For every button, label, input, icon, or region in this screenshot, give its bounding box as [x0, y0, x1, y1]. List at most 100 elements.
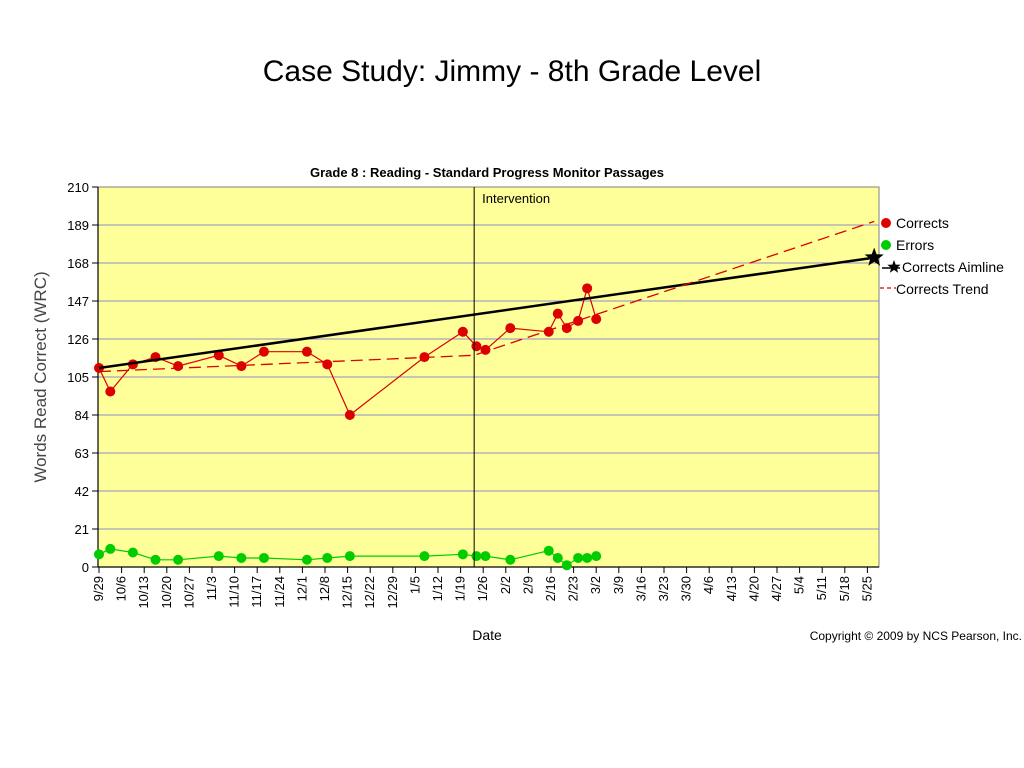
chart-title: Grade 8 : Reading - Standard Progress Mo…	[310, 165, 664, 180]
series-line-errors	[98, 548, 597, 566]
grid-lines	[98, 224, 879, 530]
annotation-layer: Intervention	[473, 187, 550, 567]
legend-label: Corrects Aimline	[902, 259, 1004, 275]
series-layer	[94, 220, 884, 571]
copyright-text: Copyright © 2009 by NCS Pearson, Inc.	[810, 629, 1022, 643]
y-axis-label: Words Read Correct (WRC)	[31, 271, 50, 482]
x-tick-label: 11/24	[272, 576, 287, 608]
data-point-errors	[471, 551, 482, 562]
x-tick-label: 2/16	[543, 576, 558, 601]
x-tick-label: 5/4	[792, 576, 807, 594]
data-point-corrects	[105, 386, 116, 397]
y-tick-label: 210	[67, 180, 89, 195]
x-tick-label: 11/17	[249, 576, 264, 608]
legend-marker	[881, 218, 891, 228]
x-tick-label: 12/8	[317, 576, 332, 601]
y-tick-label: 126	[67, 332, 89, 347]
data-point-errors	[105, 543, 116, 554]
data-point-errors	[258, 552, 269, 563]
series-line-corrects	[98, 286, 597, 416]
data-point-errors	[505, 554, 516, 565]
data-point-corrects	[213, 350, 224, 361]
data-point-errors	[543, 545, 554, 556]
x-tick-label: 1/12	[430, 576, 445, 601]
series-errors	[94, 543, 602, 571]
data-point-errors	[236, 552, 247, 563]
y-tick-label: 42	[75, 484, 89, 499]
x-tick-label: 5/25	[859, 576, 874, 601]
x-tick-label: 1/19	[453, 576, 468, 601]
x-tick-label: 10/20	[159, 576, 174, 609]
legend-item-corrects: Corrects	[881, 215, 949, 231]
legend-marker	[881, 240, 891, 250]
x-tick-label: 9/29	[91, 576, 106, 601]
intervention-label: Intervention	[482, 191, 550, 206]
x-tick-label: 12/15	[340, 576, 355, 609]
legend: Corrects Errors Corrects Aimline Corrects T…	[880, 215, 1004, 297]
y-tick-label: 147	[67, 294, 89, 309]
x-tick-label: 10/13	[136, 576, 151, 609]
y-tick-label: 168	[67, 256, 89, 271]
x-tick-label: 4/6	[701, 576, 716, 594]
x-tick-label: 4/13	[724, 576, 739, 601]
x-tick-label: 4/20	[746, 576, 761, 601]
y-tick-label: 63	[75, 446, 89, 461]
data-point-errors	[173, 554, 184, 565]
x-tick-label: 3/23	[656, 576, 671, 601]
legend-label: Corrects Trend	[896, 281, 989, 297]
y-tick-label: 0	[82, 560, 89, 575]
x-tick-label: 2/9	[520, 576, 535, 594]
x-axis-label: Date	[472, 627, 502, 643]
data-point-errors	[457, 549, 468, 560]
x-tick-label: 1/26	[475, 576, 490, 601]
series-line-corrects-aimline	[98, 256, 875, 370]
data-point-corrects	[258, 346, 269, 357]
x-tick-label: 11/3	[204, 576, 219, 600]
data-point-corrects	[236, 361, 247, 372]
legend-star-icon	[887, 260, 901, 273]
y-tick-label: 189	[67, 218, 89, 233]
data-point-errors	[301, 554, 312, 565]
x-tick-label: 2/23	[566, 576, 581, 601]
data-point-errors	[582, 552, 593, 563]
data-point-corrects	[471, 341, 482, 352]
y-tick-label: 21	[75, 522, 89, 537]
legend-item-errors: Errors	[881, 237, 934, 253]
x-tick-label: 12/29	[385, 576, 400, 609]
legend-label: Corrects	[896, 215, 949, 231]
legend-item-corrects-trend: Corrects Trend	[880, 281, 989, 297]
data-point-corrects	[344, 410, 355, 420]
x-tick-label: 3/16	[633, 576, 648, 601]
x-axis: 9/29 10/6 10/13 10/20 10/27 11/3 11/10 11/17 11/…	[91, 566, 879, 609]
data-point-errors	[344, 551, 355, 562]
slide-title: Case Study: Jimmy - 8th Grade Level	[262, 55, 762, 88]
data-point-corrects	[582, 283, 593, 294]
data-point-errors	[419, 551, 430, 562]
data-point-errors	[561, 560, 572, 571]
aimline-goal-star	[864, 247, 884, 266]
data-point-errors	[213, 551, 224, 562]
x-tick-label: 12/1	[294, 576, 309, 601]
x-tick-label: 10/6	[114, 576, 129, 601]
data-point-errors	[94, 549, 104, 560]
x-tick-label: 3/9	[611, 576, 626, 594]
data-point-corrects	[591, 314, 602, 325]
data-point-corrects	[505, 323, 516, 334]
data-point-errors	[573, 552, 584, 563]
x-tick-label: 1/5	[407, 576, 422, 594]
y-axis: 0 21 42 63 84 105 126 147 168 189 210	[67, 180, 99, 575]
y-tick-label: 84	[75, 408, 89, 423]
x-tick-label: 10/27	[181, 576, 196, 609]
series-corrects-trend	[98, 220, 875, 373]
data-point-corrects	[322, 359, 333, 370]
legend-label: Errors	[896, 237, 934, 253]
y-tick-label: 105	[67, 370, 89, 385]
x-tick-label: 3/30	[679, 576, 694, 601]
data-point-corrects	[552, 308, 563, 319]
data-point-errors	[127, 547, 138, 558]
series-corrects-aimline	[98, 247, 884, 370]
x-tick-label: 5/18	[837, 576, 852, 601]
data-point-corrects	[457, 326, 468, 337]
x-tick-label: 4/27	[769, 576, 784, 601]
